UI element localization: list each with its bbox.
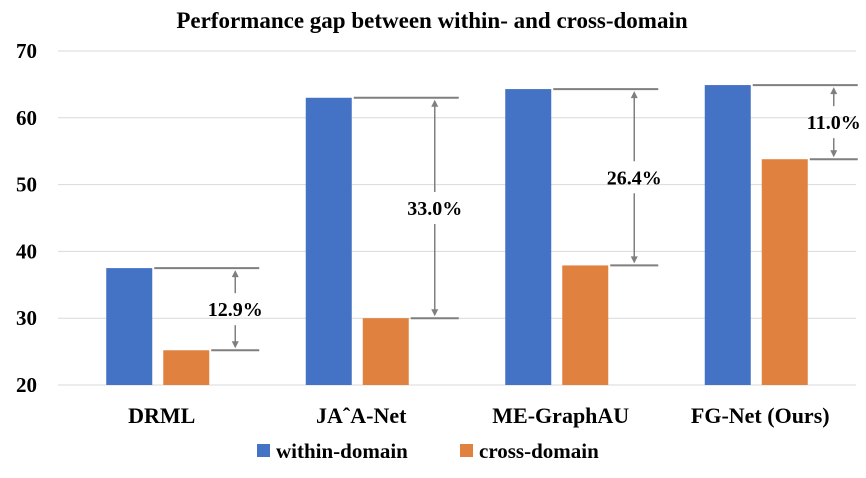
bar-cross-domain bbox=[362, 318, 409, 385]
y-tick-label: 20 bbox=[16, 373, 37, 397]
gap-arrowhead-up bbox=[431, 99, 439, 107]
bar-within-domain bbox=[305, 97, 352, 385]
y-tick-label: 40 bbox=[16, 239, 37, 263]
x-tick-label: FG-Net (Ours) bbox=[691, 403, 830, 428]
bar-within-domain bbox=[704, 85, 751, 386]
legend: within-domain cross-domain bbox=[257, 439, 599, 463]
gap-arrowhead-up bbox=[630, 91, 638, 99]
gap-arrowhead-down bbox=[231, 341, 239, 349]
chart-title: Performance gap between within- and cros… bbox=[176, 8, 687, 33]
bar-cross-domain bbox=[562, 265, 609, 385]
y-tick-label: 30 bbox=[16, 306, 37, 330]
gap-arrowhead-down bbox=[431, 309, 439, 317]
legend-swatch-cross-domain bbox=[460, 444, 473, 457]
legend-label-within-domain: within-domain bbox=[276, 439, 408, 463]
x-tick-label: DRML bbox=[128, 403, 195, 428]
y-tick-label: 60 bbox=[16, 106, 37, 130]
bar-within-domain bbox=[106, 268, 153, 385]
y-axis: 20 30 40 50 60 70 bbox=[16, 39, 37, 397]
legend-swatch-within-domain bbox=[257, 444, 270, 457]
gap-arrowhead-down bbox=[630, 256, 638, 264]
x-tick-label: JAˆA-Net bbox=[316, 403, 407, 428]
bar-cross-domain bbox=[163, 350, 210, 385]
bar-within-domain bbox=[505, 89, 552, 386]
x-axis: DRML JAˆA-Net ME-GraphAU FG-Net (Ours) bbox=[128, 403, 829, 428]
legend-label-cross-domain: cross-domain bbox=[479, 439, 599, 463]
gap-arrowhead-up bbox=[231, 270, 239, 278]
gap-arrowhead-down bbox=[830, 150, 838, 158]
gap-label: 33.0% bbox=[407, 198, 462, 220]
gap-label: 12.9% bbox=[208, 299, 263, 321]
bar-cross-domain bbox=[761, 159, 808, 385]
y-tick-label: 50 bbox=[16, 173, 37, 197]
gap-annotations: 12.9% 33.0% 26.4% 11.0% bbox=[154, 84, 861, 352]
gap-label: 11.0% bbox=[807, 112, 861, 134]
x-tick-label: ME-GraphAU bbox=[492, 403, 629, 428]
bars bbox=[106, 85, 808, 386]
y-tick-label: 70 bbox=[16, 39, 37, 63]
gap-label: 26.4% bbox=[607, 167, 662, 189]
gap-arrowhead-up bbox=[830, 87, 838, 95]
